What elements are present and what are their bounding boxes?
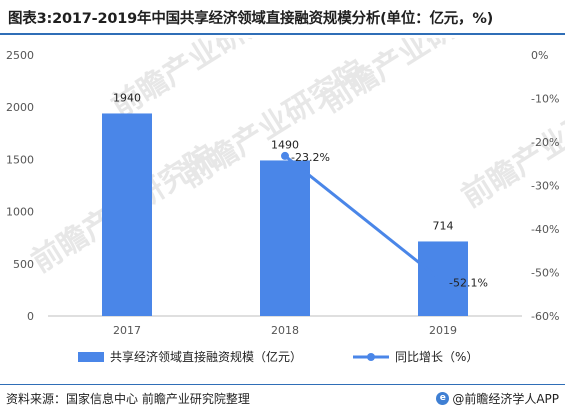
source-note: 资料来源：国家信息中心 前瞻产业研究院整理 <box>6 392 250 406</box>
brand-logo-icon: e <box>436 392 450 405</box>
growth-data-label: -23.2% <box>291 151 330 164</box>
chart-title: 图表3:2017-2019年中国共享经济领域直接融资规模分析(单位：亿元，%) <box>8 11 494 27</box>
title-divider <box>0 33 565 35</box>
axes: 0 500 1000 1500 2000 2500 -60% -50% -40% -30% -20%… <box>6 49 559 337</box>
y-right-tick-label: -10% <box>531 93 559 106</box>
y-left-tick-label: 1500 <box>6 153 34 166</box>
legend-swatch-bar <box>78 352 104 362</box>
x-tick-label: 2019 <box>429 324 457 337</box>
bar-data-label: 714 <box>433 219 454 232</box>
y-right-tick-label: -60% <box>531 310 559 323</box>
growth-data-label: -52.1% <box>449 277 488 290</box>
y-right-tick-label: -40% <box>531 223 559 236</box>
y-left-tick-label: 2500 <box>6 49 34 62</box>
bar-data-label: 1490 <box>271 138 299 151</box>
brand-credit: e @前瞻经济学人APP <box>436 390 559 407</box>
y-right-tick-label: -20% <box>531 136 559 149</box>
x-tick-label: 2018 <box>271 324 299 337</box>
growth-point <box>281 151 289 160</box>
bar <box>260 160 310 316</box>
brand-text: @前瞻经济学人APP <box>452 392 559 406</box>
legend-label-bar: 共享经济领域直接融资规模（亿元） <box>110 349 302 364</box>
legend: 共享经济领域直接融资规模（亿元） 同比增长（%） <box>78 349 478 364</box>
x-tick-label: 2017 <box>113 324 141 337</box>
bar <box>102 113 152 317</box>
y-left-tick-label: 500 <box>13 258 34 271</box>
legend-label-line: 同比增长（%） <box>395 350 478 364</box>
watermark-text: 前瞻产业研究院 <box>316 38 513 120</box>
legend-swatch-point <box>367 353 375 361</box>
y-right-tick-label: 0% <box>531 49 548 62</box>
line-series: -23.2% -52.1% <box>281 151 488 290</box>
growth-point <box>439 277 447 286</box>
footer-divider <box>0 384 565 385</box>
y-left-tick-label: 0 <box>27 310 34 323</box>
growth-line <box>284 154 444 283</box>
y-right-tick-label: -30% <box>531 180 559 193</box>
y-right-tick-label: -50% <box>531 267 559 280</box>
y-left-tick-label: 1000 <box>6 206 34 219</box>
bar-data-label: 1940 <box>113 91 141 104</box>
y-left-tick-label: 2000 <box>6 101 34 114</box>
bar-series: 1940 1490 714 <box>102 91 468 317</box>
combo-chart: 前瞻产业研究院前瞻产业研究院前瞻产业研究院前瞻产业研究院前瞻产业研究院 0500… <box>6 38 565 364</box>
